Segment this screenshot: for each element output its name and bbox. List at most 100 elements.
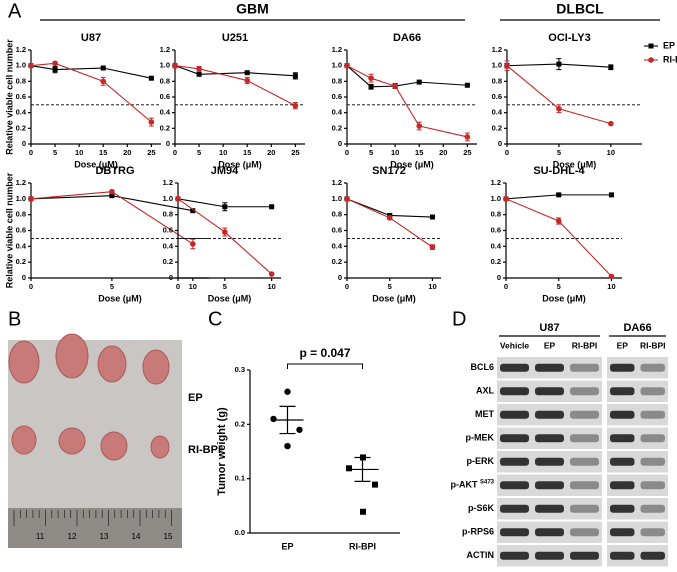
y-tick-label: 1.2 [163, 178, 173, 187]
blot-band [500, 481, 529, 490]
chart-title: JM94 [211, 165, 239, 177]
y-tick-label: 0.2 [163, 257, 173, 266]
x-tick-label: 25 [291, 148, 299, 157]
data-point [556, 105, 562, 112]
y-tick-label: 0.8 [491, 210, 501, 219]
y-tick-label: 0 [166, 139, 170, 148]
row-label-text: p-AKT [450, 480, 477, 490]
x-tick-label: 5 [388, 282, 392, 291]
y-tick-label: 1.0 [491, 194, 501, 203]
blot-band [610, 363, 635, 372]
row-label: p-AKT S473 [450, 479, 494, 490]
x-tick-label: 25 [463, 148, 471, 157]
y-tick-label: 0.6 [163, 225, 173, 234]
blot-band [535, 528, 564, 537]
blot-band [610, 551, 635, 560]
y-tick-label: 0.4 [16, 108, 27, 117]
blot-band [570, 457, 599, 466]
row-label-text: p-ERK [467, 456, 495, 466]
y-tick-label: 1.2 [16, 45, 26, 54]
series-line [506, 65, 611, 125]
chart-title: U87 [81, 32, 101, 44]
data-point [372, 481, 378, 488]
panel-label: D [452, 308, 466, 330]
ruler-label: 11 [36, 532, 45, 541]
y-tick-label: 0.4 [16, 241, 27, 250]
x-tick-label: 10 [391, 148, 399, 157]
tumor [100, 431, 128, 461]
y-tick-label: 0.4 [492, 108, 503, 117]
data-point [464, 82, 470, 88]
x-tick-label: 5 [557, 148, 561, 157]
x-tick-label: 0 [176, 282, 180, 291]
y-tick-label: 1.2 [332, 178, 342, 187]
y-tick-label: 1.0 [332, 194, 342, 203]
x-axis-label: Dose (μM) [218, 159, 262, 169]
data-point [148, 75, 154, 81]
row-label: AXL [476, 386, 495, 396]
blot-band [535, 457, 564, 466]
y-tick-label: 0.6 [16, 92, 26, 101]
x-tick-label: 5 [223, 282, 227, 291]
blot-strip [607, 357, 668, 379]
data-point [52, 67, 58, 73]
data-point [190, 241, 196, 247]
blot-band [640, 551, 665, 560]
blot-band [640, 481, 665, 490]
blot-band [500, 457, 529, 466]
blot-band [570, 504, 599, 513]
row-label: p-MEK [466, 433, 495, 443]
data-point [175, 196, 181, 202]
blot-band [570, 551, 599, 560]
blot-band [610, 481, 635, 490]
legend-label: EP [663, 40, 675, 50]
x-tick-label: 10 [189, 282, 197, 291]
blot-band [610, 387, 635, 396]
x-axis-label: Dose (μM) [390, 159, 434, 169]
y-tick-label: 0 [22, 139, 26, 148]
data-point [368, 84, 374, 90]
x-tick-label: 10 [219, 148, 227, 157]
row-label-text: ACTIN [467, 550, 495, 560]
data-point [464, 134, 471, 140]
series-line [30, 62, 152, 123]
panel-label: A [8, 0, 22, 22]
data-point [148, 119, 155, 125]
blot-band [570, 434, 599, 443]
group-header: GBM [236, 1, 269, 17]
data-point [556, 192, 562, 198]
data-point [429, 214, 435, 220]
ruler [8, 508, 182, 548]
chart-title: OCI-LY3 [548, 32, 590, 44]
series-line [30, 65, 152, 79]
blot-band [570, 481, 599, 490]
data-point [360, 454, 366, 461]
panel-label: B [8, 308, 21, 330]
series-line [346, 65, 468, 138]
blot-strip [607, 545, 668, 567]
y-tick-label: 0.2 [235, 419, 245, 428]
lane-label: RI-BPI [640, 340, 666, 350]
data-point [386, 215, 393, 221]
blot-band [570, 363, 599, 372]
row-label: ACTIN [467, 550, 495, 560]
y-tick-label: 1.0 [16, 194, 26, 203]
row-label-text: AXL [476, 386, 495, 396]
blot-band [500, 387, 529, 396]
data-point [284, 388, 291, 395]
series-line [346, 198, 433, 248]
blot-band [640, 504, 665, 513]
x-tick-label: 0 [29, 148, 33, 157]
data-point [268, 271, 275, 277]
data-point [608, 120, 614, 127]
x-tick-label: 0 [173, 148, 177, 157]
row-label: RI-BPI [188, 444, 221, 456]
blot-band [640, 410, 665, 419]
blot-strip [607, 404, 668, 426]
x-tick-label: 10 [75, 148, 83, 157]
x-axis-label: Dose (μM) [208, 293, 252, 303]
x-tick-label: RI-BPI [349, 541, 376, 551]
blot-strip [607, 427, 668, 449]
y-tick-label: 0.8 [160, 76, 170, 85]
